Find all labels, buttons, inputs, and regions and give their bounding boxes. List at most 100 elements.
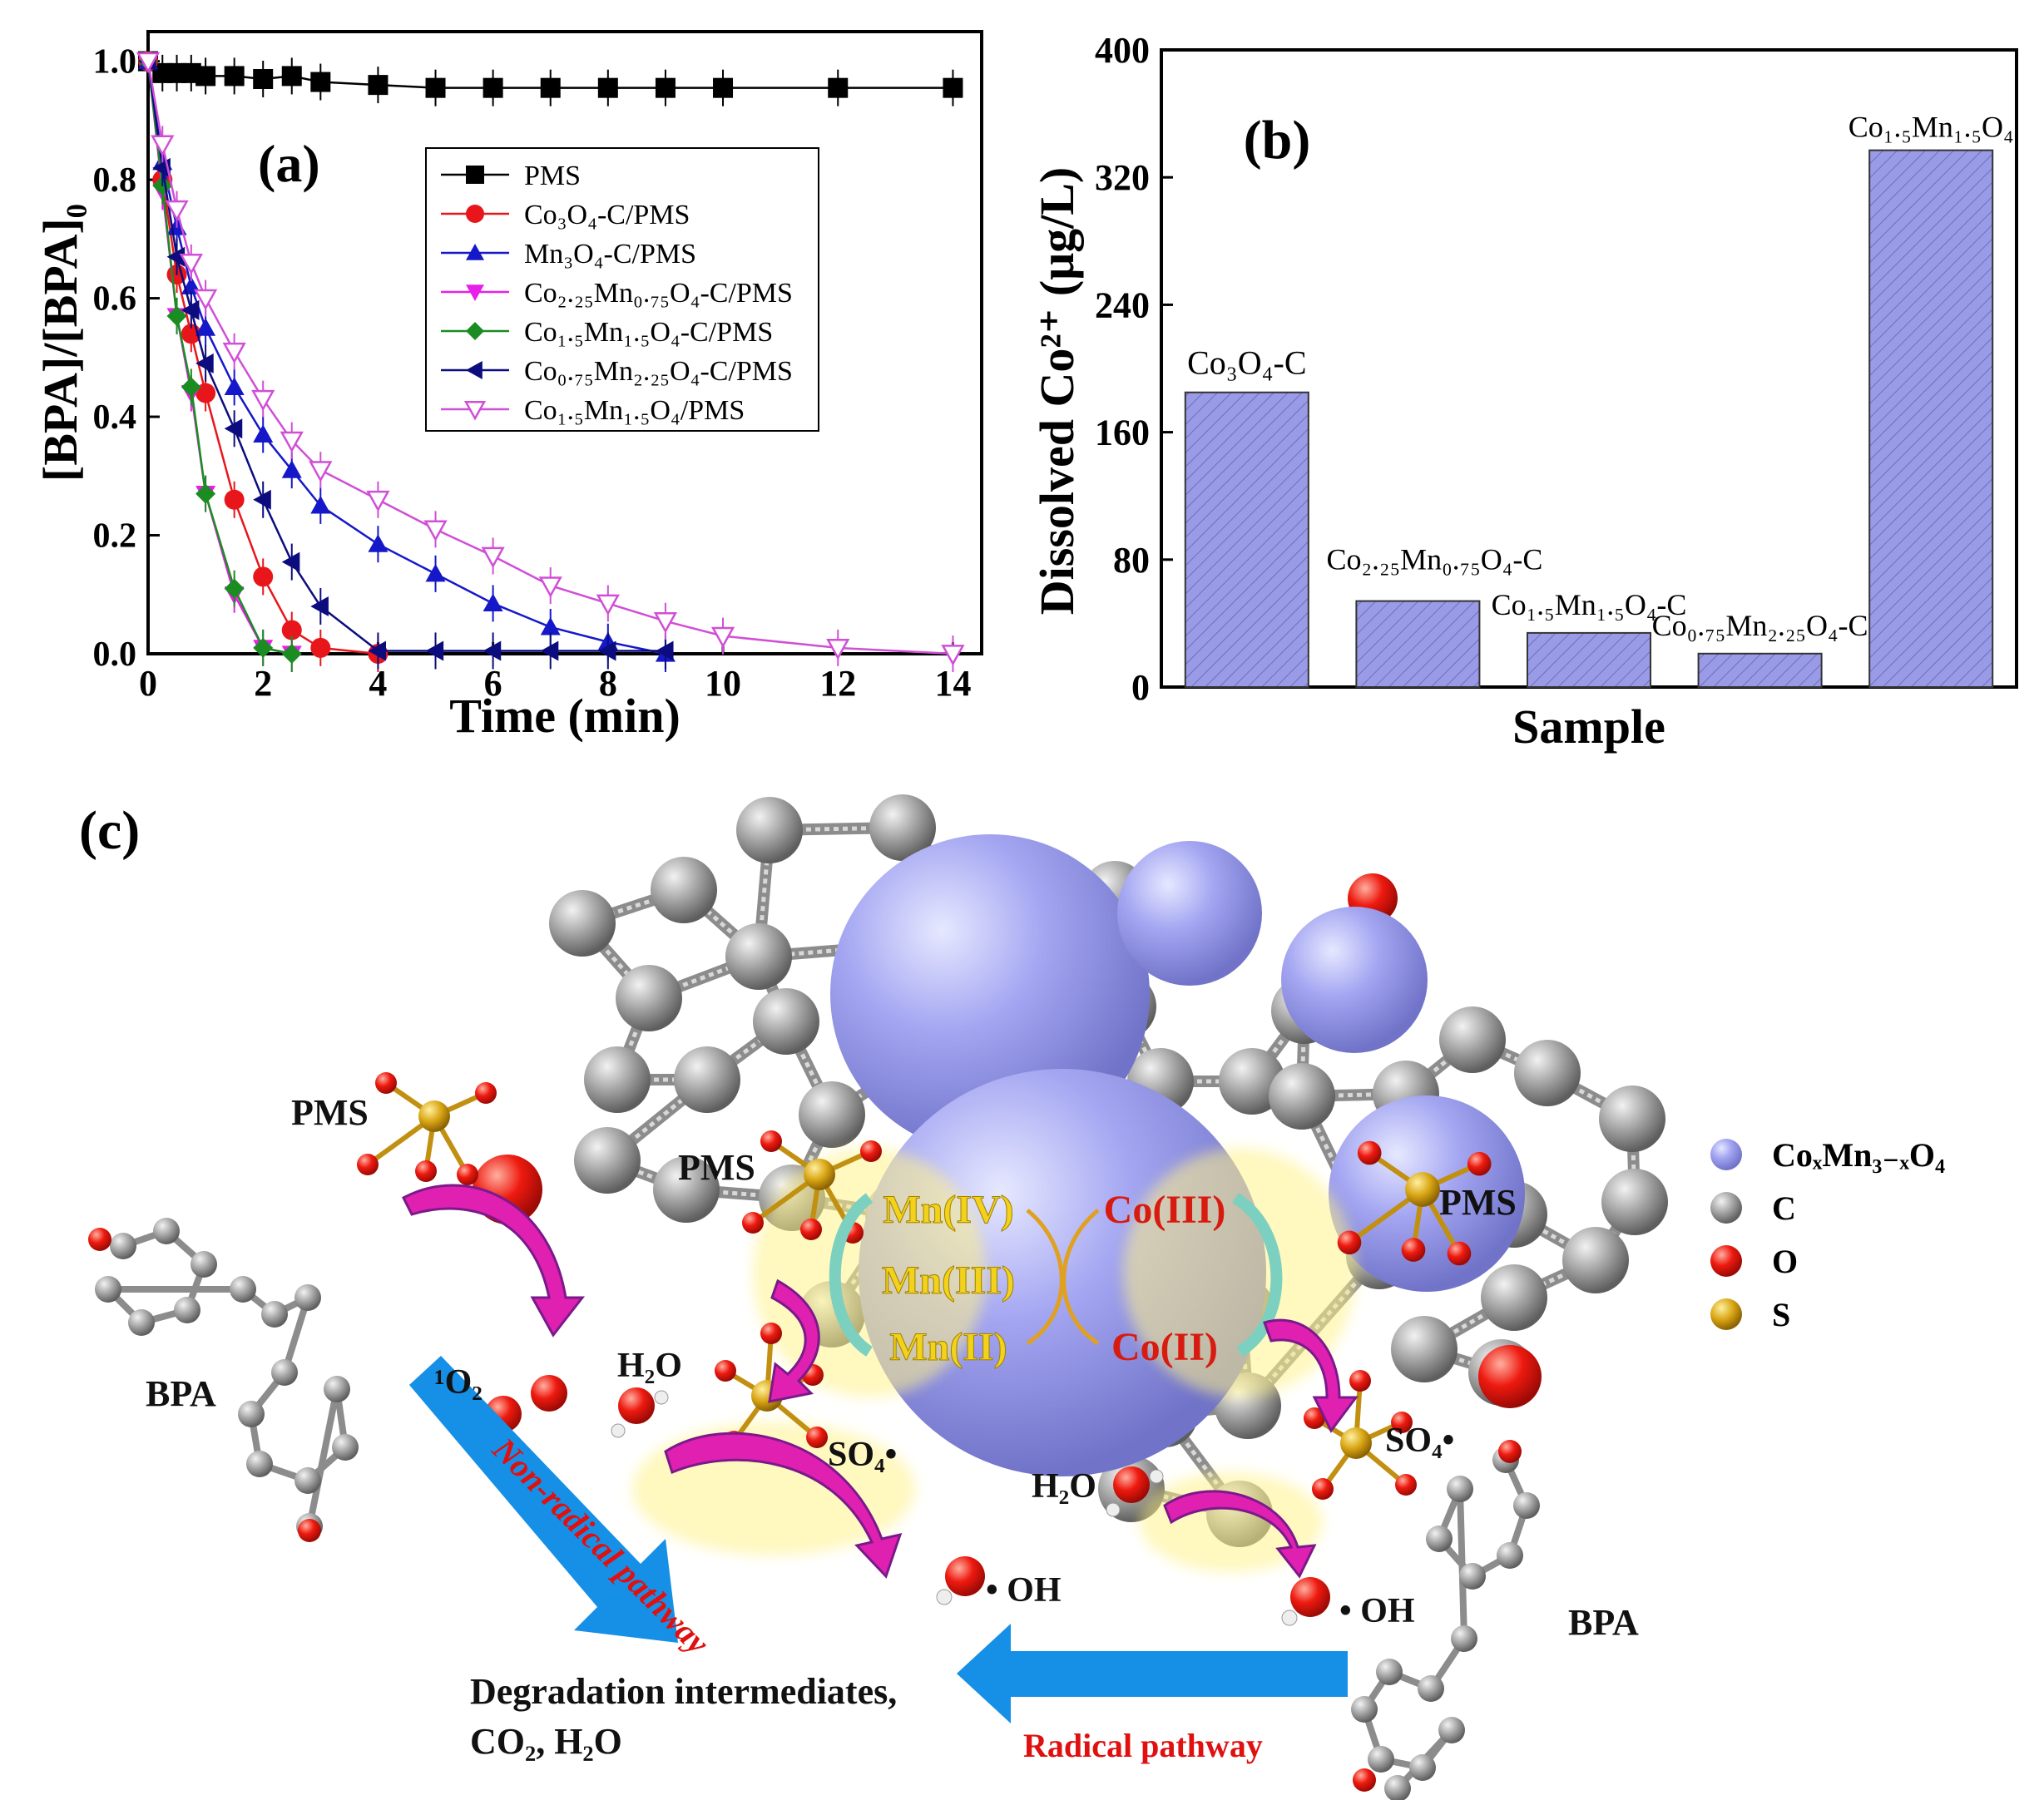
water-oxygen bbox=[618, 1387, 655, 1424]
carbon-atom bbox=[1391, 1316, 1458, 1382]
chart-a-point bbox=[368, 534, 389, 552]
chart-b-xlabel: Sample bbox=[1512, 700, 1665, 754]
chart-a-point bbox=[366, 490, 390, 512]
panel-c-label: (c) bbox=[79, 800, 140, 861]
chart-a-point bbox=[224, 578, 245, 599]
chart-a-point bbox=[253, 566, 274, 587]
chart-a-legend-label: Co₁.₅Mn₁.₅O₄-C/PMS bbox=[524, 317, 773, 348]
bpa-molecule bbox=[1351, 1440, 1540, 1800]
redox-cycle: Mn(IV) Mn(III) Mn(II) Co(III) Co(II) bbox=[829, 1188, 1283, 1370]
label-oh-left: • OH bbox=[986, 1571, 1062, 1610]
pms-oxygen bbox=[1337, 1230, 1362, 1255]
carbon-atom bbox=[1481, 1264, 1547, 1331]
chart-a-point bbox=[466, 166, 484, 184]
bpa-carbon bbox=[1497, 1542, 1523, 1569]
carbon-atom bbox=[799, 1081, 865, 1148]
so4-oxygen bbox=[1312, 1478, 1334, 1500]
bpa-oxygen bbox=[88, 1228, 111, 1251]
so4-oxygen bbox=[1391, 1412, 1413, 1433]
pms-oxygen bbox=[742, 1212, 764, 1234]
pms-sulfur bbox=[804, 1159, 835, 1190]
chart-a-xtick-label: 4 bbox=[369, 663, 387, 704]
chart-a-point bbox=[310, 596, 329, 617]
chart-a-ytick-label: 1.0 bbox=[93, 43, 137, 82]
chart-a-point bbox=[281, 620, 302, 640]
carbon-atom bbox=[1514, 1040, 1581, 1106]
diagram-legend-swatch bbox=[1710, 1139, 1742, 1170]
chart-b: 0 80 160 240 320 400 Co₃O₄-C Co₂.₂₅Mn₀.₇₅O₄-C C… bbox=[1030, 30, 2018, 754]
chart-a-point bbox=[136, 52, 161, 74]
chart-a-point bbox=[195, 383, 216, 403]
chart-a-xtick-label: 10 bbox=[705, 663, 741, 704]
bpa-carbon bbox=[1451, 1625, 1477, 1652]
chart-a-point bbox=[483, 77, 503, 98]
chart-a-point bbox=[310, 495, 331, 514]
chart-a-point bbox=[224, 66, 245, 87]
chart-a-point bbox=[253, 489, 271, 510]
diagram-labels: PMS PMS PMS BPA BPA ¹O₂ H₂O H₂O SO₄• SO₄… bbox=[146, 1092, 1639, 1762]
bpa-carbon bbox=[294, 1467, 321, 1494]
chart-a-xtick-label: 12 bbox=[819, 663, 856, 704]
radical-label: Radical pathway bbox=[1023, 1727, 1263, 1764]
chart-b-ytick-label: 320 bbox=[1095, 157, 1150, 198]
chart-a-point bbox=[483, 640, 502, 661]
panel-a-label: (a) bbox=[258, 134, 320, 193]
bpa-carbon bbox=[1351, 1696, 1378, 1723]
bpa-carbon bbox=[191, 1251, 217, 1278]
bpa-carbon bbox=[1459, 1563, 1486, 1590]
pms-sulfur bbox=[418, 1100, 450, 1132]
diagram-legend-label: CoₓMn₃₋ₓO₄ bbox=[1772, 1136, 1945, 1174]
carbon-atom bbox=[753, 988, 819, 1055]
bpa-carbon bbox=[1409, 1754, 1436, 1781]
chart-a-point bbox=[195, 318, 216, 336]
chart-a-legend: PMS Co₃O₄-C/PMS Mn₃O₄-C/PMS Co₂.₂₅Mn₀.₇₅O₄-… bbox=[425, 147, 819, 432]
bpa-oxygen bbox=[1498, 1440, 1522, 1463]
bpa-carbon bbox=[1376, 1659, 1403, 1685]
chart-a-ylabel: [BPA]/[BPA]₀ bbox=[33, 204, 87, 482]
chart-a-legend-label: PMS bbox=[524, 161, 581, 191]
chart-a-point bbox=[251, 389, 275, 412]
chart-b-bar bbox=[1868, 149, 1994, 688]
chart-a-point bbox=[281, 66, 302, 87]
mn-cycle-arrow bbox=[829, 1193, 874, 1357]
chart-b-ylabel: Dissolved Co²⁺ (μg/L) bbox=[1030, 167, 1084, 615]
bpa-carbon bbox=[1418, 1675, 1444, 1702]
chart-a-point bbox=[597, 640, 616, 661]
pms-oxygen bbox=[800, 1219, 822, 1240]
chart-a-point bbox=[165, 200, 189, 222]
bpa-carbon bbox=[238, 1401, 265, 1427]
chart-b-ytick-label: 0 bbox=[1131, 667, 1150, 708]
bpa-carbon bbox=[246, 1451, 273, 1477]
chart-a-point bbox=[166, 305, 187, 326]
carbon-atom bbox=[674, 1046, 740, 1113]
bpa-carbon bbox=[1384, 1775, 1411, 1800]
chart-a-point bbox=[253, 637, 274, 658]
chart-a-point bbox=[281, 551, 300, 572]
pms-oxygen bbox=[475, 1082, 497, 1104]
reaction-arrows bbox=[402, 1184, 1359, 1579]
chart-a-point bbox=[195, 66, 216, 87]
chart-b-bar-label: Co₁.₅Mn₁.₅O₄ bbox=[1849, 111, 2014, 144]
carbon-atom bbox=[1601, 1169, 1668, 1235]
chart-a-xtick-label: 6 bbox=[484, 663, 502, 704]
carbon-atom bbox=[725, 923, 792, 990]
chart-a-point bbox=[222, 342, 246, 364]
bpa-carbon bbox=[294, 1284, 321, 1311]
water-molecule bbox=[611, 1387, 669, 1438]
chart-a-legend-box bbox=[425, 147, 819, 432]
chart-a-ytick-label: 0.2 bbox=[93, 517, 137, 556]
chart-a-point bbox=[224, 418, 243, 439]
so4-oxygen bbox=[1304, 1407, 1325, 1429]
water-oxygen bbox=[1113, 1466, 1150, 1503]
label-mn2: Mn(II) bbox=[889, 1325, 1007, 1369]
carbon-atom bbox=[736, 797, 803, 863]
label-so4-left: SO₄• bbox=[828, 1436, 897, 1474]
pms-to-singlet-arrow bbox=[402, 1184, 586, 1338]
chart-a-point bbox=[597, 77, 618, 98]
chart-a-point bbox=[425, 77, 446, 98]
chart-a-legend-label: Co₀.₇₅Mn₂.₂₅O₄-C/PMS bbox=[524, 356, 793, 387]
label-mn4: Mn(IV) bbox=[883, 1188, 1013, 1232]
chart-b-ytick-label: 80 bbox=[1113, 540, 1150, 581]
pms-oxygen bbox=[375, 1072, 397, 1094]
bpa-carbon bbox=[153, 1218, 180, 1244]
